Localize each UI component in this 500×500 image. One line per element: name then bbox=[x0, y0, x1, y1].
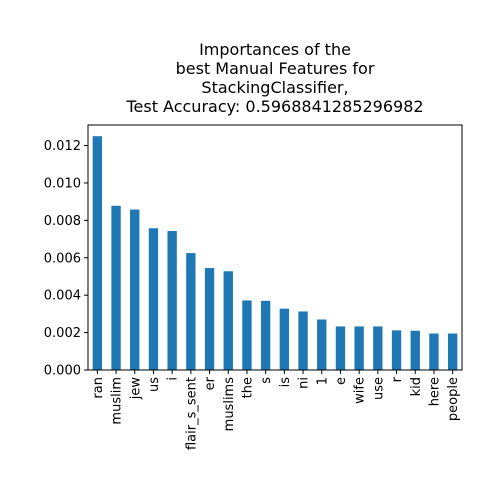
bar-muslim bbox=[111, 205, 121, 370]
bar-flair-s-sent bbox=[186, 253, 196, 370]
y-tick-label: 0.012 bbox=[44, 139, 81, 154]
y-tick-label: 0.004 bbox=[44, 289, 81, 304]
x-tick-label: s bbox=[259, 377, 274, 384]
bar-wife bbox=[354, 326, 364, 370]
y-tick-label: 0.008 bbox=[44, 214, 81, 229]
x-tick-label: r bbox=[390, 376, 405, 382]
bar-er bbox=[204, 268, 215, 370]
y-tick-label: 0.010 bbox=[44, 176, 81, 191]
chart-title-line: Test Accuracy: 0.5968841285296982 bbox=[125, 97, 423, 116]
x-tick-label: muslim bbox=[110, 377, 125, 425]
bar-kid bbox=[410, 330, 420, 370]
bar-here bbox=[429, 333, 439, 370]
y-tick-label: 0.002 bbox=[44, 326, 81, 341]
bar-r bbox=[391, 330, 402, 370]
bar-muslims bbox=[223, 271, 233, 370]
x-tick-label: people bbox=[446, 377, 461, 421]
x-tick-label: wife bbox=[353, 377, 368, 404]
x-tick-label: i bbox=[166, 377, 181, 381]
x-tick-label: e bbox=[334, 377, 349, 385]
chart-title-line: Importances of the bbox=[199, 40, 351, 59]
bar-use bbox=[373, 326, 383, 370]
bar-1 bbox=[317, 319, 327, 370]
x-tick-label: kid bbox=[409, 377, 424, 396]
x-tick-label: the bbox=[240, 377, 255, 398]
x-tick-label: ran bbox=[91, 377, 106, 399]
x-tick-label: us bbox=[147, 377, 162, 392]
bars bbox=[92, 136, 458, 370]
bar-us bbox=[148, 228, 159, 370]
x-tick-label: er bbox=[203, 376, 218, 390]
x-tick-label: here bbox=[427, 377, 442, 406]
bar-the bbox=[242, 300, 252, 370]
bar-is bbox=[279, 308, 290, 370]
plot-frame bbox=[87, 124, 463, 371]
y-tick-label: 0.006 bbox=[44, 251, 81, 266]
x-tick-label: use bbox=[371, 377, 386, 400]
x-axis-ticks: ran muslim jew us i flair_s_sent er muslims the s… bbox=[91, 370, 461, 450]
x-tick-label: jew bbox=[128, 377, 143, 401]
axes bbox=[87, 124, 463, 371]
x-tick-label: 1 bbox=[315, 377, 330, 385]
bar-ni bbox=[298, 311, 308, 370]
bar-i bbox=[167, 231, 177, 370]
bar-people bbox=[447, 333, 458, 370]
x-tick-label: flair_s_sent bbox=[184, 377, 199, 450]
bar-s bbox=[260, 300, 271, 370]
chart-title-line: best Manual Features for bbox=[176, 59, 375, 78]
bar-jew bbox=[130, 209, 140, 370]
y-tick-label: 0.000 bbox=[44, 364, 81, 379]
bar-ran bbox=[92, 136, 103, 370]
y-axis-ticks: 0.000 0.002 0.004 0.006 0.008 0.010 0.012 bbox=[44, 139, 88, 379]
bar-e bbox=[335, 326, 346, 370]
chart-title-line: StackingClassifier, bbox=[201, 78, 348, 97]
x-tick-label: ni bbox=[297, 377, 312, 389]
x-tick-label: muslims bbox=[222, 377, 237, 432]
x-tick-label: is bbox=[278, 377, 293, 388]
